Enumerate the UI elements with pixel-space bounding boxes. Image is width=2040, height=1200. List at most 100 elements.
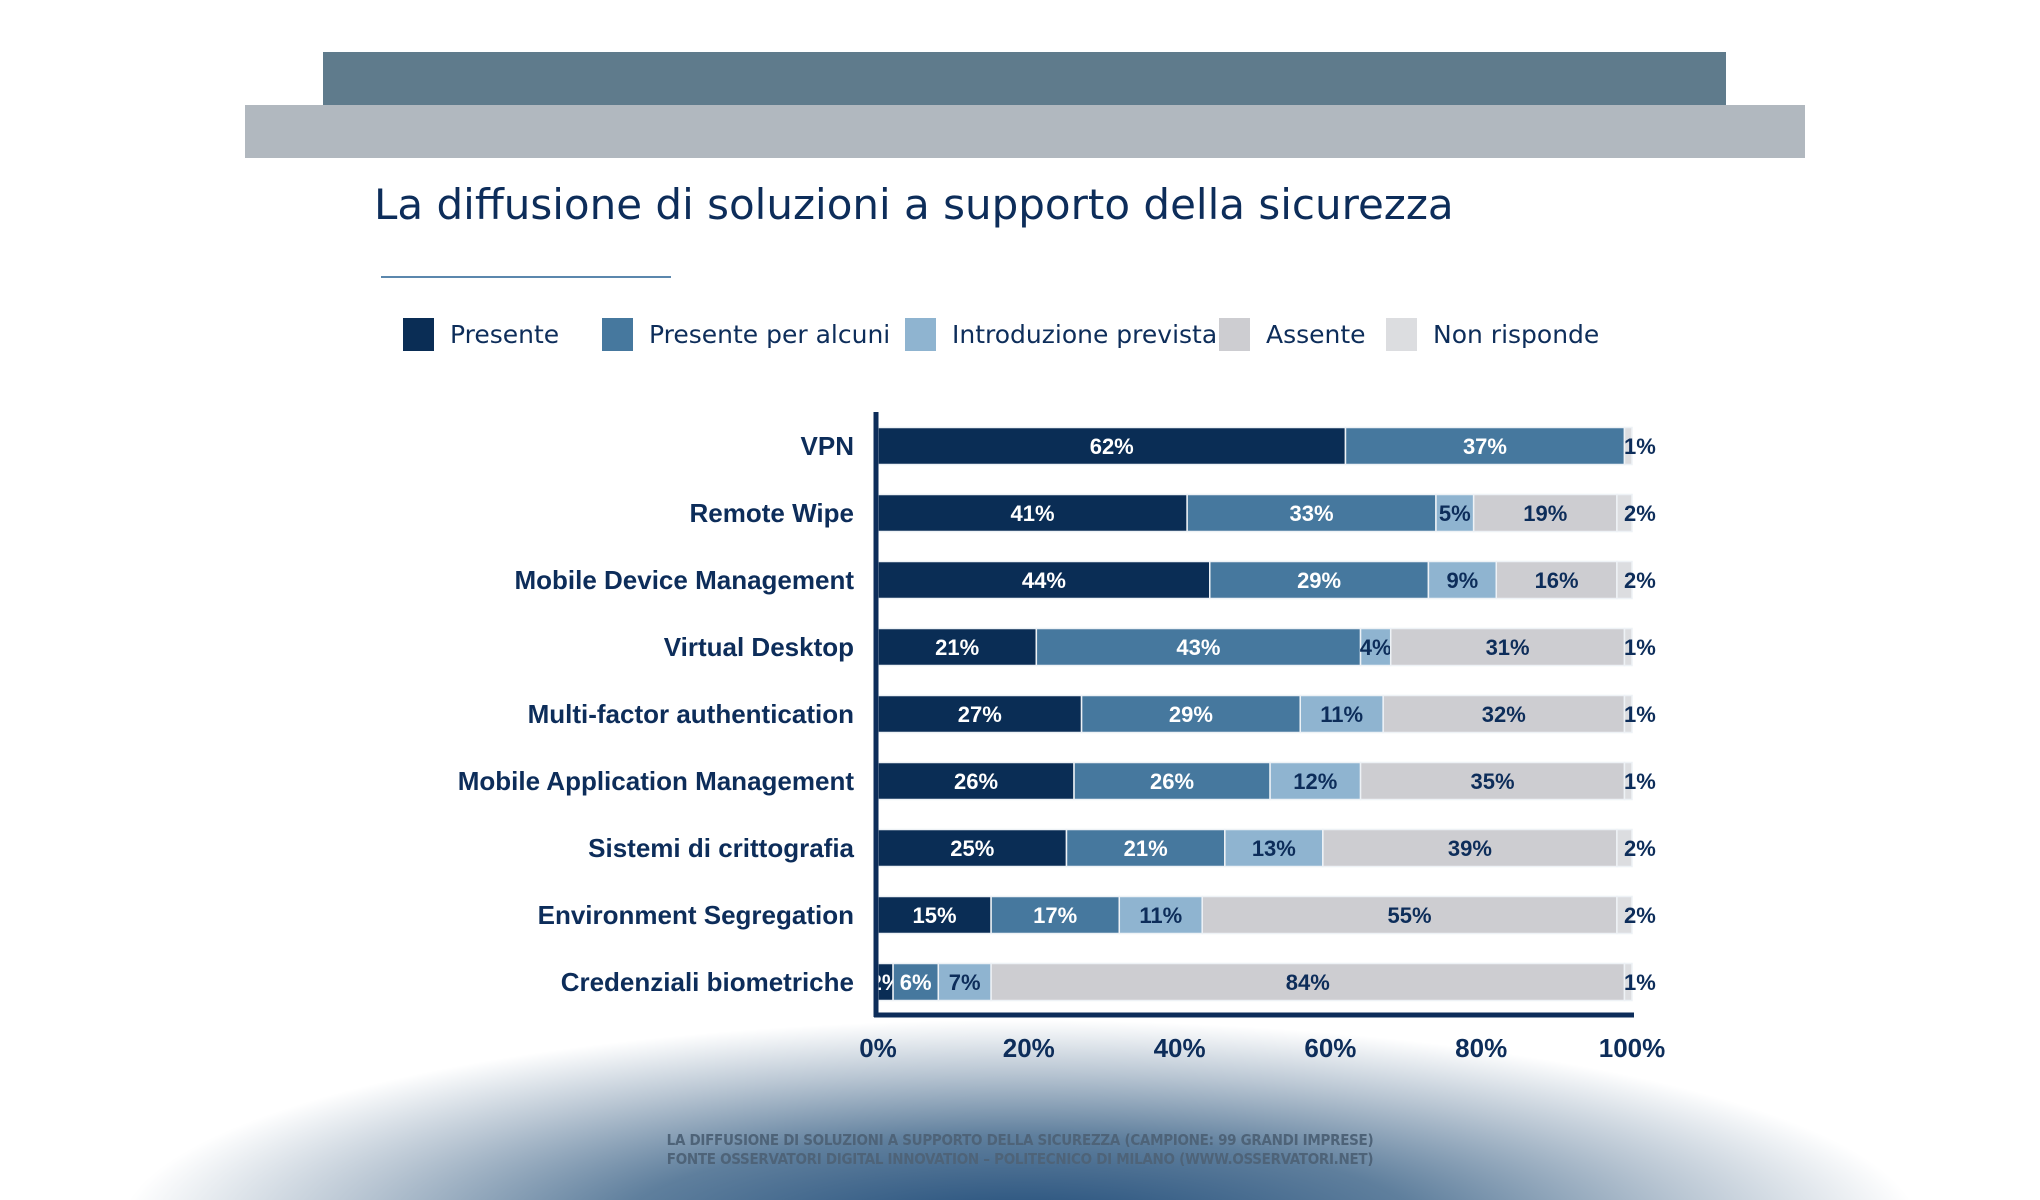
bar-segment (1427, 560, 1498, 600)
header-band-dark (323, 52, 1726, 105)
data-label: 15% (913, 903, 957, 928)
data-label: 2% (1624, 903, 1656, 928)
category-label: Remote Wipe (690, 498, 854, 528)
data-label: 19% (1523, 501, 1567, 526)
legend-label: Presente (450, 319, 560, 349)
page-title: La diffusione di soluzioni a supporto de… (374, 180, 1454, 229)
legend-swatch (1219, 317, 1250, 351)
bar-segment (892, 962, 940, 1002)
footer-source: FONTE OSSERVATORI DIGITAL INNOVATION – P… (666, 1150, 1374, 1168)
bar-segment (1472, 493, 1618, 533)
data-label: 26% (1150, 769, 1194, 794)
data-label: 37% (1463, 434, 1507, 459)
bar-segment (1201, 895, 1618, 935)
data-label: 6% (900, 970, 932, 995)
data-label: 4% (1360, 635, 1392, 660)
bar-segment (1495, 560, 1618, 600)
category-label: Mobile Device Management (514, 565, 854, 595)
legend-label: Introduzione prevista (952, 319, 1218, 349)
bar-segment (877, 627, 1038, 667)
data-label: 1% (1624, 434, 1656, 459)
data-label: 2% (1624, 836, 1656, 861)
data-label: 1% (1624, 635, 1656, 660)
x-tick-label: 40% (1154, 1033, 1206, 1063)
data-label: 39% (1448, 836, 1492, 861)
legend-swatch (403, 317, 434, 351)
legend-item: Non risponde (1386, 316, 1599, 352)
category-label: Virtual Desktop (664, 632, 854, 662)
data-label: 9% (1446, 568, 1478, 593)
x-tick-label: 80% (1455, 1033, 1507, 1063)
data-label: 1% (1624, 970, 1656, 995)
bar-segment (1616, 895, 1633, 935)
data-label: 17% (1033, 903, 1077, 928)
footer-caption: LA DIFFUSIONE DI SOLUZIONI A SUPPORTO DE… (666, 1131, 1374, 1149)
bar-segment (1616, 828, 1633, 868)
data-label: 25% (950, 836, 994, 861)
bar-segment (877, 560, 1211, 600)
data-label: 27% (958, 702, 1002, 727)
bar-segment (1224, 828, 1324, 868)
x-tick-label: 20% (1003, 1033, 1055, 1063)
legend-item: Introduzione prevista (905, 316, 1217, 352)
legend-swatch (602, 317, 633, 351)
bar-segment (1382, 694, 1626, 734)
bar-segment (990, 895, 1121, 935)
data-label: 1% (1624, 702, 1656, 727)
data-label: 2% (1624, 568, 1656, 593)
bar-segment (1035, 627, 1362, 667)
legend-item: Assente (1219, 316, 1366, 352)
bar-segment (1623, 426, 1633, 466)
legend-label: Assente (1266, 319, 1366, 349)
data-label: 2% (1624, 501, 1656, 526)
legend-label: Presente per alcuni (649, 319, 891, 349)
x-tick-label: 60% (1304, 1033, 1356, 1063)
data-label: 33% (1290, 501, 1334, 526)
x-tick-label: 100% (1599, 1033, 1666, 1063)
data-label: 5% (1439, 501, 1471, 526)
bar-segment (1080, 694, 1301, 734)
bar-segment (1359, 627, 1392, 667)
data-label: 55% (1388, 903, 1432, 928)
bar-segment (1118, 895, 1203, 935)
title-underline (381, 276, 671, 278)
data-label: 35% (1470, 769, 1514, 794)
category-label: VPN (801, 431, 854, 461)
data-label: 29% (1169, 702, 1213, 727)
bar-segment (877, 694, 1083, 734)
bar-segment (1344, 426, 1626, 466)
bar-segment (1322, 828, 1618, 868)
data-label: 13% (1252, 836, 1296, 861)
legend-swatch (905, 317, 936, 351)
header-band-light (245, 105, 1805, 158)
data-label: 62% (1090, 434, 1134, 459)
data-label: 43% (1176, 635, 1220, 660)
legend-swatch (1386, 317, 1417, 351)
bar-segment (1623, 761, 1633, 801)
bar-segment (1186, 493, 1437, 533)
data-label: 84% (1286, 970, 1330, 995)
bar-segment (1616, 560, 1633, 600)
data-label: 12% (1293, 769, 1337, 794)
data-label: 32% (1482, 702, 1526, 727)
legend-item: Presente (403, 316, 559, 352)
data-label: 29% (1297, 568, 1341, 593)
data-label: 11% (1139, 903, 1182, 928)
data-label: 21% (935, 635, 979, 660)
bar-segment (1073, 761, 1271, 801)
data-label: 21% (1124, 836, 1168, 861)
data-label: 44% (1022, 568, 1066, 593)
bar-segment (1389, 627, 1626, 667)
bar-segment (1616, 493, 1633, 533)
legend-label: Non risponde (1433, 319, 1600, 349)
x-tick-label: 0% (859, 1033, 897, 1063)
bar-segment (1623, 962, 1633, 1002)
bar-segment (990, 962, 1626, 1002)
category-label: Multi-factor authentication (528, 699, 854, 729)
data-label: 7% (949, 970, 981, 995)
data-label: 16% (1535, 568, 1579, 593)
legend-item: Presente per alcuni (602, 316, 890, 352)
bar-segment (1299, 694, 1384, 734)
category-label: Environment Segregation (538, 900, 854, 930)
